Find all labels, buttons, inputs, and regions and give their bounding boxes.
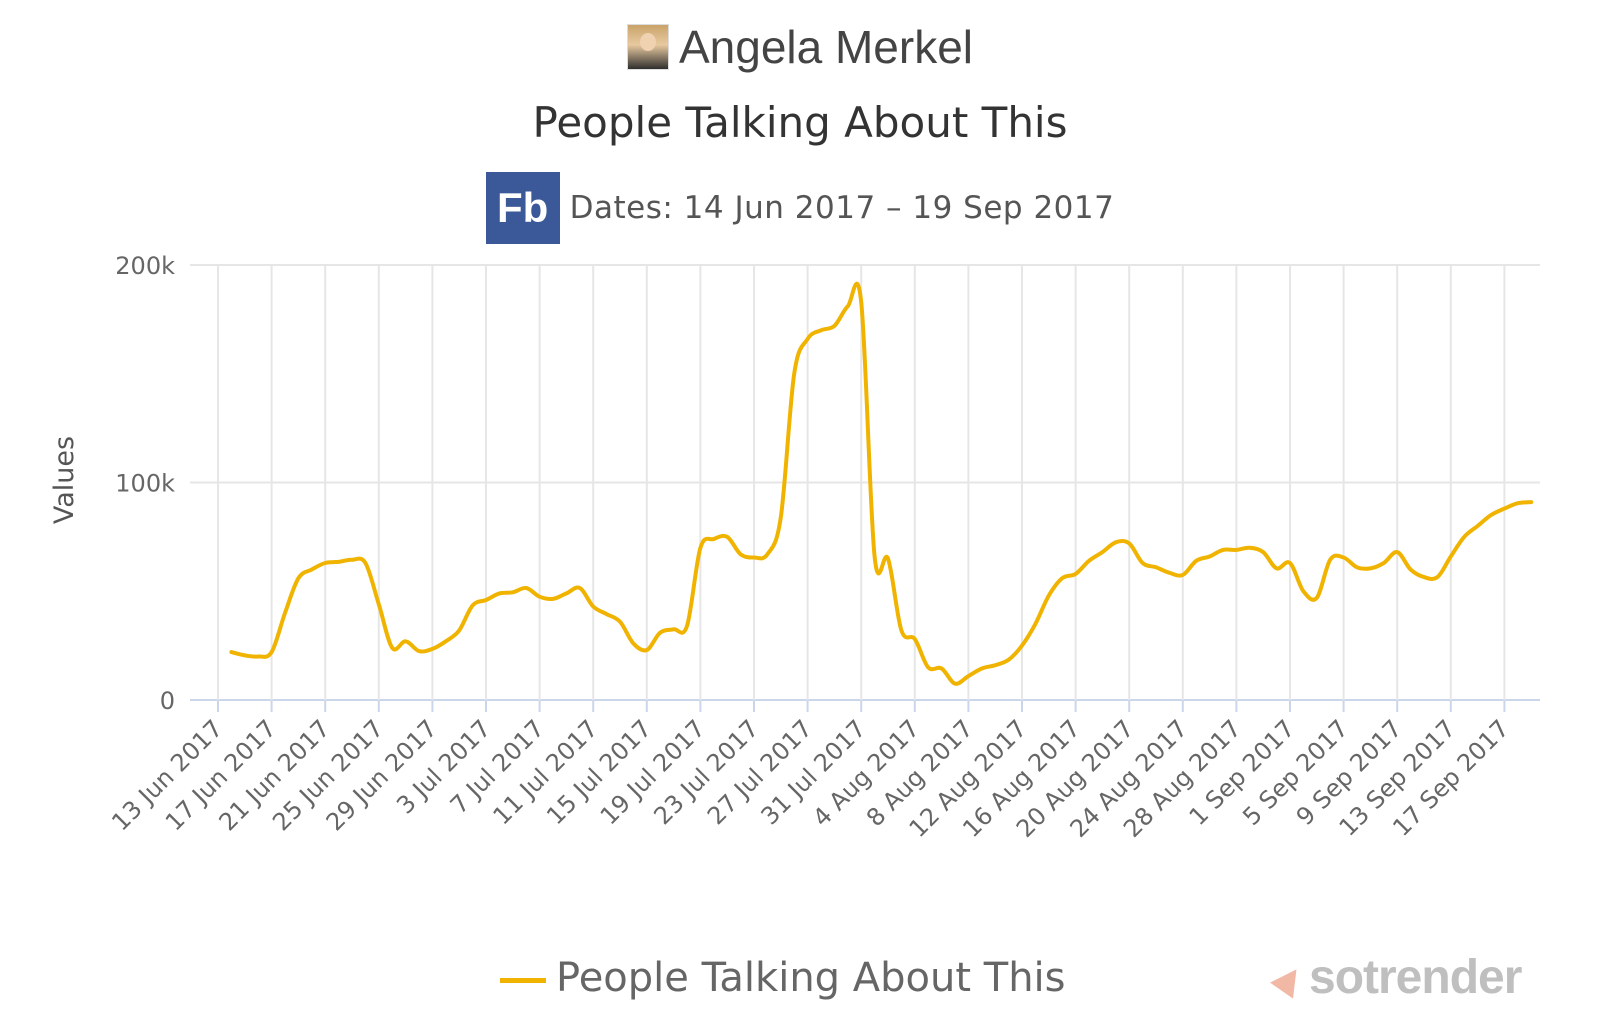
legend-item[interactable]: People Talking About This	[500, 955, 1066, 1001]
watermark-text: sotrender	[1309, 951, 1522, 1004]
legend-swatch	[500, 977, 546, 983]
y-tick-label: 0	[160, 687, 175, 715]
sotrender-logo: sotrender	[1270, 950, 1522, 1005]
chart-header: Angela Merkel People Talking About This …	[0, 0, 1600, 250]
page-name-row: Angela Merkel	[0, 20, 1600, 74]
series-group	[229, 281, 1534, 686]
profile-avatar	[626, 24, 669, 70]
facebook-logo-icon: Fb	[485, 172, 560, 244]
y-tick-label: 100k	[115, 470, 175, 498]
legend-label: People Talking About This	[556, 955, 1066, 1001]
y-axis-title: Values	[49, 436, 80, 524]
date-range: Dates: 14 Jun 2017 – 19 Sep 2017	[569, 190, 1115, 226]
grid-lines	[190, 264, 1540, 712]
series-line[interactable]	[229, 281, 1534, 686]
trend-arrow-icon	[1270, 961, 1308, 999]
page-name: Angela Merkel	[678, 21, 974, 73]
y-tick-label: 200k	[115, 252, 175, 280]
date-range-row: Fb Dates: 14 Jun 2017 – 19 Sep 2017	[0, 172, 1600, 244]
chart-title: People Talking About This	[532, 98, 1068, 147]
y-axis-ticks: 0 100k 200k	[115, 252, 175, 715]
